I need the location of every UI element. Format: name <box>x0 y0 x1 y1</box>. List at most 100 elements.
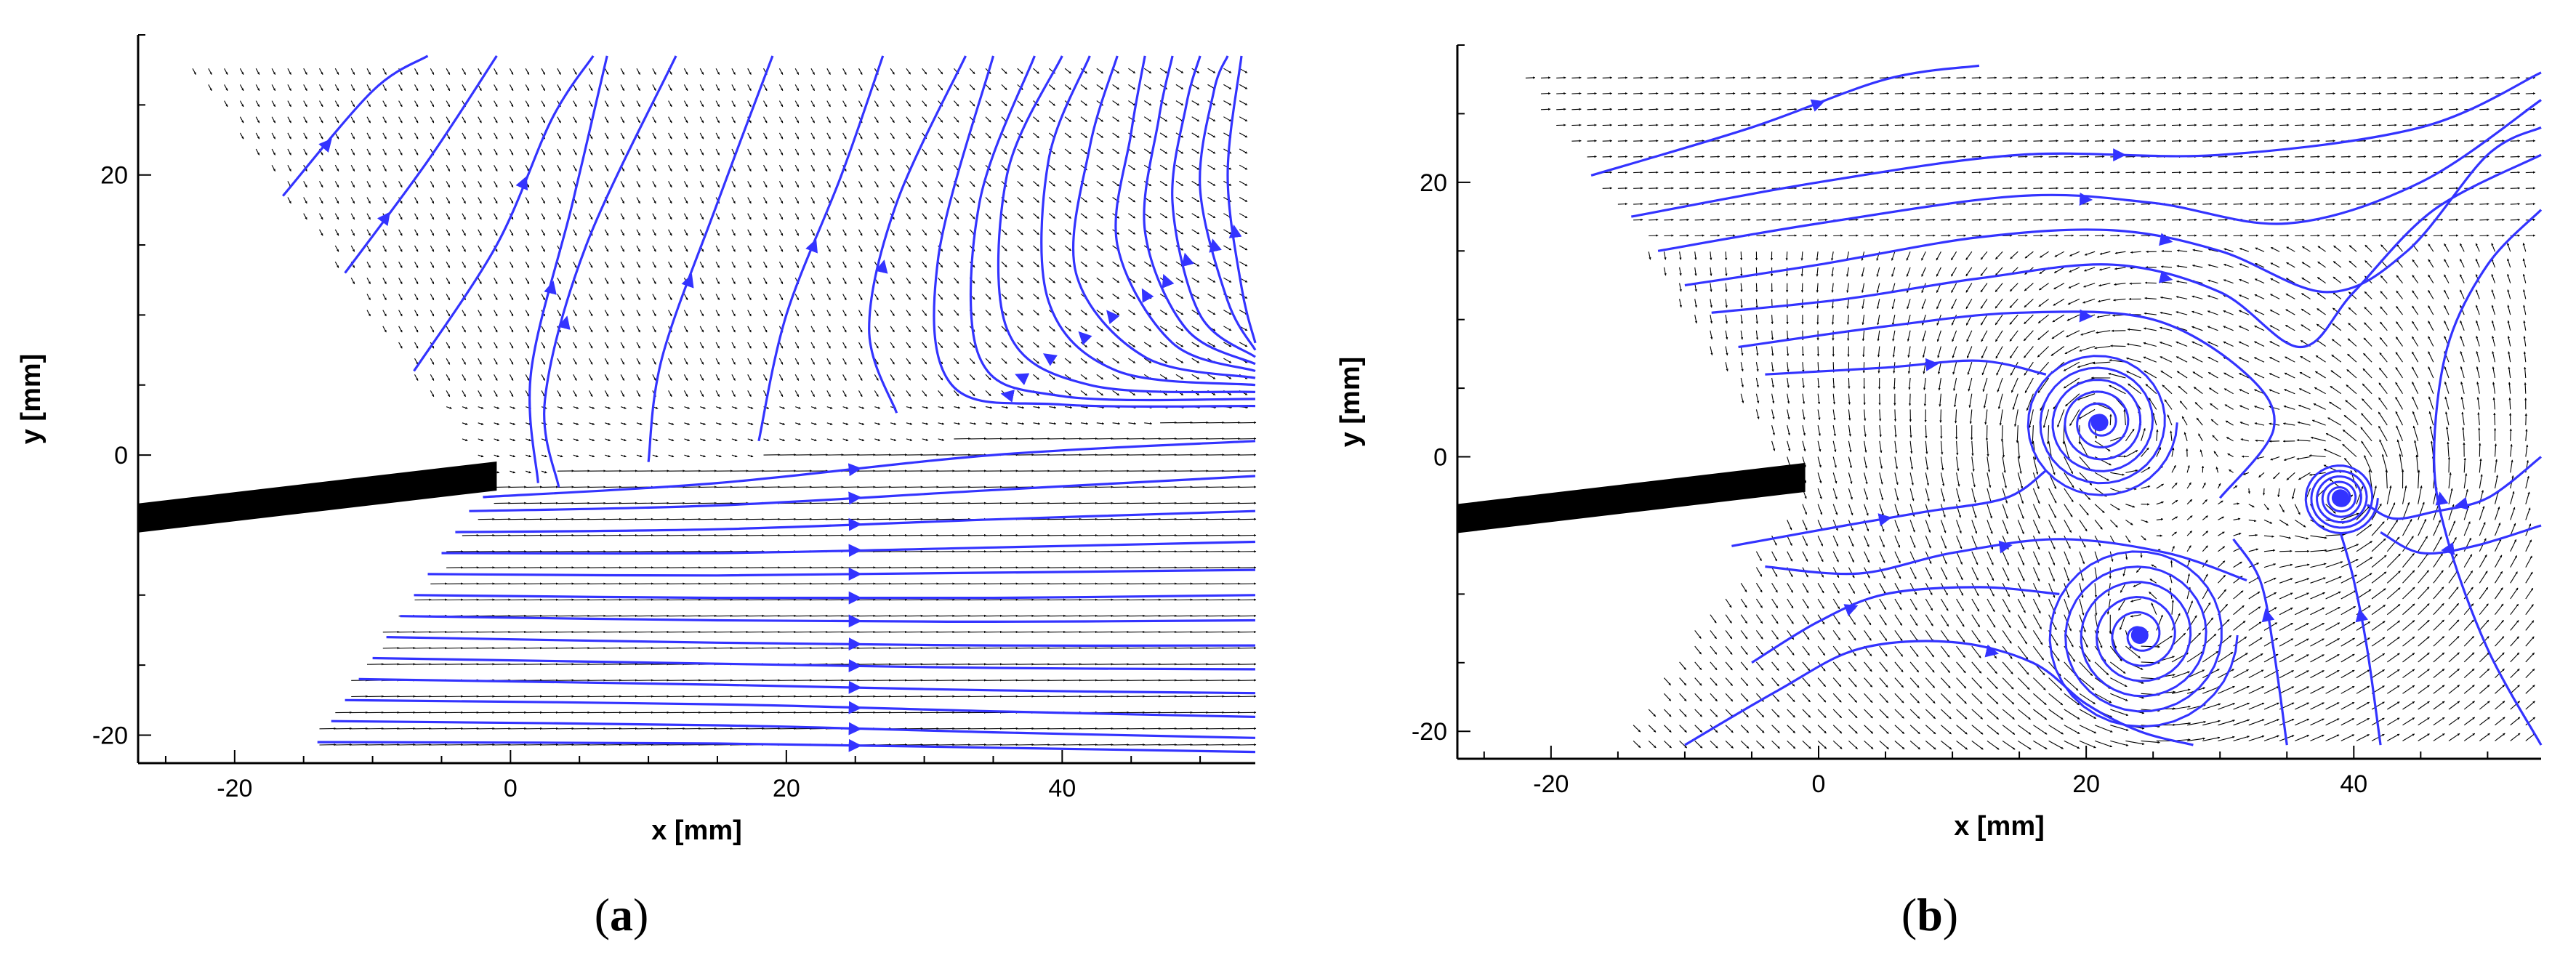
vector-arrow <box>1080 390 1088 396</box>
vector-arrow <box>605 422 611 425</box>
vector-arrow <box>858 132 863 140</box>
x-axis-title: x [mm] <box>651 815 742 846</box>
vector-arrow <box>858 374 863 381</box>
vector-arrow <box>953 358 959 365</box>
vector-arrow <box>2329 401 2342 410</box>
vector-arrow <box>2125 740 2145 746</box>
vector-arrow <box>938 132 943 139</box>
vector-arrow <box>2064 504 2073 517</box>
vector-arrow <box>1925 725 1936 735</box>
vector-arrow <box>1802 187 1813 190</box>
vector-arrow <box>747 454 754 458</box>
vector-arrow <box>922 181 927 188</box>
vector-arrow <box>604 390 609 398</box>
vector-arrow <box>557 164 561 172</box>
vector-arrow <box>1679 108 1689 110</box>
vector-arrow <box>1879 661 1888 672</box>
vector-arrow <box>874 422 881 425</box>
vector-arrow <box>366 164 371 172</box>
vector-arrow <box>1740 677 1749 687</box>
vector-arrow <box>1191 197 1200 203</box>
vector-arrow <box>1940 504 1946 518</box>
vector-arrow <box>1864 740 1874 750</box>
vector-arrow <box>1694 124 1705 126</box>
vector-arrow <box>1910 155 1920 158</box>
vector-arrow <box>778 148 784 156</box>
vector-arrow <box>1017 342 1023 348</box>
vector-arrow <box>1740 583 1747 592</box>
vector-arrow <box>1940 583 1948 596</box>
vector-arrow <box>2296 456 2311 460</box>
vector-arrow <box>2510 459 2513 473</box>
vector-arrow <box>414 310 419 317</box>
vector-arrow <box>2130 598 2141 603</box>
vector-arrow <box>826 213 831 220</box>
vector-arrow <box>1987 187 1997 190</box>
vector-arrow <box>1771 330 1774 340</box>
vector-arrow <box>2325 561 2343 568</box>
vector-arrow <box>636 181 640 188</box>
vector-arrow <box>2361 413 2372 426</box>
vector-arrow <box>2362 383 2372 395</box>
vector-arrow <box>1694 725 1703 733</box>
vector-arrow <box>810 374 815 381</box>
vector-arrow <box>1175 213 1184 219</box>
vector-arrow <box>2125 535 2131 543</box>
vector-arrow <box>2002 472 2008 488</box>
vector-arrow <box>2079 187 2090 190</box>
streamline <box>969 55 1256 402</box>
vector-arrow <box>922 213 927 219</box>
vector-arrow <box>826 100 831 108</box>
vector-arrow <box>2525 555 2532 568</box>
vector-arrow <box>2310 155 2320 158</box>
vector-arrow <box>1940 440 1944 455</box>
vector-arrow <box>1971 124 1982 126</box>
vector-arrow <box>1925 155 1936 158</box>
vector-arrow <box>1756 108 1766 110</box>
vector-arrow <box>2444 381 2450 394</box>
vector-arrow <box>430 294 435 301</box>
vector-arrow <box>604 278 609 284</box>
vector-arrow <box>1663 267 1667 276</box>
vector-arrow <box>2068 283 2080 289</box>
vector-arrow <box>652 213 656 220</box>
vector-arrow <box>2032 504 2040 519</box>
vector-arrow <box>858 294 863 301</box>
vector-arrow <box>1239 197 1248 202</box>
vector-arrow <box>1940 488 1945 502</box>
vector-arrow <box>2024 283 2034 291</box>
vector-arrow <box>2525 140 2536 142</box>
vector-arrow <box>2356 557 2373 568</box>
vector-arrow <box>1649 108 1659 110</box>
vector-arrow <box>1771 234 1782 237</box>
vector-arrow <box>953 116 959 123</box>
vector-arrow <box>715 148 720 156</box>
vector-arrow <box>2279 686 2295 694</box>
vector-arrow <box>842 358 847 365</box>
vector-arrow <box>2241 455 2249 458</box>
vector-arrow <box>763 261 768 268</box>
vector-arrow <box>271 164 276 172</box>
vector-arrow <box>2364 455 2372 473</box>
vector-arrow <box>1894 155 1905 158</box>
vector-arrow <box>2110 124 2120 126</box>
vector-arrow <box>589 245 593 252</box>
vector-arrow <box>2340 155 2351 158</box>
vector-arrow <box>1112 342 1120 347</box>
vector-arrow <box>938 68 943 75</box>
vector-arrow <box>1941 725 1952 735</box>
vector-arrow <box>2479 717 2490 726</box>
vector-arrow <box>1175 294 1184 299</box>
vector-arrow <box>2094 725 2113 733</box>
vector-arrow <box>2002 677 2014 690</box>
vector-arrow <box>1033 342 1039 348</box>
vector-arrow <box>2095 202 2105 206</box>
vector-arrow <box>1909 693 1920 704</box>
vector-arrow <box>1694 187 1705 190</box>
vector-arrow <box>350 278 355 284</box>
vector-arrow <box>1080 326 1088 332</box>
vector-arrow <box>2340 234 2351 237</box>
vector-arrow <box>938 181 943 188</box>
vector-arrow <box>605 406 611 409</box>
vector-arrow <box>1679 202 1689 206</box>
